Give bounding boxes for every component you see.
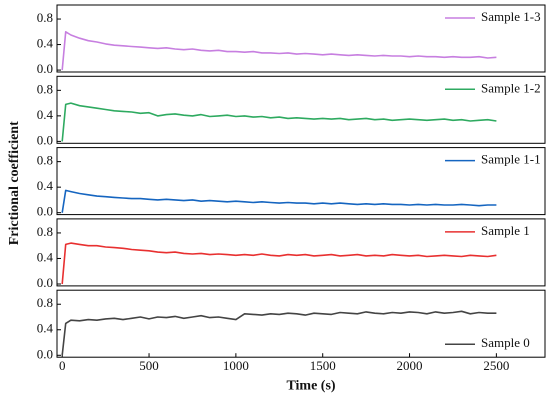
y-tick-label: 0.0: [37, 275, 53, 290]
series-line: [61, 242, 497, 285]
legend-label: Sample 0: [481, 335, 530, 350]
y-tick-label: 0.4: [37, 36, 54, 51]
legend-label: Sample 1-3: [481, 9, 541, 24]
x-tick-label: 1000: [223, 358, 249, 373]
series-line: [61, 102, 497, 142]
x-tick-label: 2500: [483, 358, 509, 373]
panel-frame: [56, 4, 546, 73]
y-tick-label: 0.0: [37, 132, 53, 147]
x-tick-label: 1500: [310, 358, 336, 373]
y-tick-label: 0.8: [37, 10, 53, 25]
y-tick-label: 0.8: [37, 295, 53, 310]
y-tick-label: 0.4: [37, 249, 54, 264]
y-tick-label: 0.4: [37, 107, 54, 122]
legend-label: Sample 1-1: [481, 152, 541, 167]
legend-label: Sample 1-2: [481, 80, 541, 95]
series-line: [61, 31, 497, 71]
y-tick-label: 0.8: [37, 224, 53, 239]
y-tick-label: 0.0: [37, 204, 53, 219]
x-tick-label: 500: [139, 358, 159, 373]
y-tick-label: 0.0: [37, 346, 53, 361]
x-tick-label: 2000: [397, 358, 423, 373]
panel-frame: [56, 289, 546, 358]
panel-frame: [56, 147, 546, 216]
legend-label: Sample 1: [481, 223, 530, 238]
series-line: [61, 310, 497, 356]
series-line: [61, 189, 497, 213]
y-axis-label: Frictional coefficient: [7, 121, 22, 245]
y-tick-label: 0.4: [37, 321, 54, 336]
x-tick-label: 0: [59, 358, 66, 373]
y-tick-label: 0.8: [37, 153, 53, 168]
y-tick-label: 0.4: [37, 178, 54, 193]
x-axis-label: Time (s): [286, 378, 335, 393]
panel-frame: [56, 75, 546, 144]
y-tick-label: 0.0: [37, 61, 53, 76]
y-tick-label: 0.8: [37, 81, 53, 96]
panel-frame: [56, 218, 546, 287]
